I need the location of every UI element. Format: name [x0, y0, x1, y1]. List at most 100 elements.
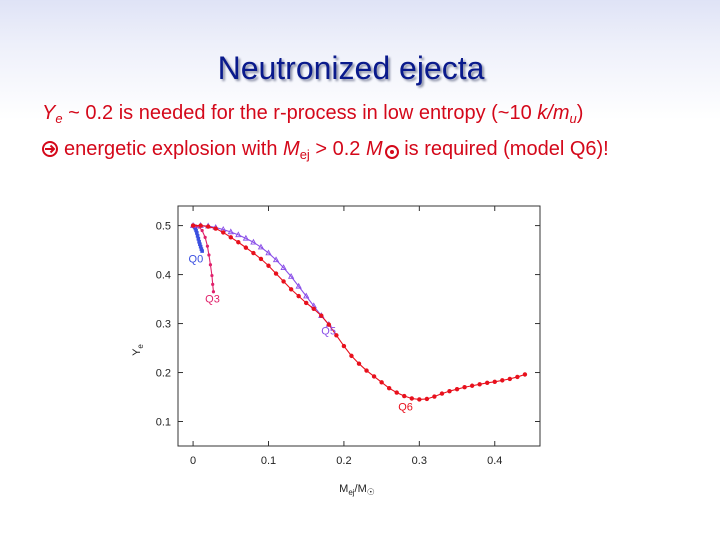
data-point [492, 379, 497, 385]
data-point [242, 234, 250, 241]
ye-vs-mej-chart: 0 0.1 0.2 0.3 0.4 0.1 0.2 0.3 0.4 0.5 Mej/M☉ Ye Q0 Q3… [131, 205, 541, 497]
entropy-unit: k/m [537, 102, 570, 124]
data-point [515, 374, 520, 380]
data-point [211, 282, 215, 286]
ye-subscript: e [55, 111, 63, 126]
data-point [417, 397, 422, 402]
series-label-q0: Q0 [189, 253, 204, 265]
bullet-list: Ye ~ 0.2 is needed for the r-process in … [42, 102, 692, 166]
data-point [288, 287, 294, 292]
data-point [211, 290, 216, 294]
data-point [386, 386, 392, 391]
y-tick-label: 0.1 [156, 417, 171, 429]
bullet1-close: ) [576, 102, 584, 124]
plot-frame [177, 205, 541, 447]
data-point [485, 380, 490, 386]
data-point [522, 372, 528, 377]
data-point [379, 380, 384, 385]
data-point [251, 250, 256, 256]
data-point [447, 388, 452, 394]
data-point [200, 249, 204, 253]
data-point [424, 396, 430, 402]
data-point [500, 378, 505, 383]
data-point [200, 228, 204, 233]
data-point [304, 300, 309, 306]
mej-symbol: M [283, 138, 300, 160]
msun-symbol: M [365, 138, 383, 160]
bullet2-text-b: > 0.2 [309, 138, 366, 160]
data-point [195, 231, 199, 235]
data-point [266, 263, 271, 268]
data-point [196, 237, 201, 241]
x-axis-label: Mej/M☉ [339, 483, 375, 497]
data-point [454, 386, 460, 392]
x-tick-label: 0 [190, 455, 196, 467]
data-point [319, 313, 324, 318]
data-point [281, 279, 286, 284]
y-axis-label: Ye [131, 344, 145, 356]
x-tick-label: 0.1 [261, 455, 276, 467]
data-point [258, 256, 264, 262]
data-point [199, 247, 204, 251]
data-point [469, 383, 475, 388]
data-point [235, 231, 242, 238]
ye-symbol: Y [42, 102, 56, 124]
series-q0 [191, 223, 204, 253]
data-point [250, 238, 257, 245]
data-point [236, 240, 241, 245]
data-point [205, 244, 210, 248]
data-point [402, 393, 407, 399]
data-point [243, 245, 249, 250]
data-point [227, 228, 234, 235]
data-point [221, 230, 226, 235]
x-tick-label: 0.2 [336, 455, 351, 467]
series-q6 [190, 223, 528, 402]
data-point [194, 228, 198, 233]
data-point [265, 249, 272, 256]
data-point [356, 361, 362, 366]
y-tick-label: 0.5 [156, 221, 171, 233]
data-point [257, 243, 265, 250]
y-tick-label: 0.4 [156, 270, 171, 282]
sun-symbol-icon [384, 145, 399, 159]
data-point [349, 353, 354, 359]
data-point [213, 226, 218, 231]
series-label-q5: Q5 [321, 325, 336, 337]
arrow-right-icon [42, 141, 58, 157]
data-point [477, 382, 482, 387]
x-tick-label: 0.4 [487, 455, 502, 467]
data-point [198, 242, 202, 247]
data-point [311, 306, 316, 312]
data-point [193, 226, 198, 231]
data-point [205, 224, 211, 229]
data-point [295, 282, 302, 289]
data-point [190, 223, 196, 228]
data-point [462, 385, 467, 390]
data-point [198, 244, 203, 249]
data-point [228, 235, 233, 240]
data-point [280, 264, 287, 270]
data-point [409, 396, 414, 401]
data-point [303, 292, 310, 299]
data-point [195, 234, 200, 238]
data-point [203, 235, 207, 239]
data-point [296, 293, 301, 299]
data-point [272, 256, 280, 263]
series-label-q3: Q3 [205, 293, 220, 305]
data-point [334, 333, 339, 338]
data-point [210, 273, 214, 278]
bullet-ye-requirement: Ye ~ 0.2 is needed for the r-process in … [42, 102, 692, 130]
data-point [207, 253, 211, 257]
data-point [273, 271, 279, 276]
y-tick-label: 0.2 [156, 368, 171, 380]
bullet2-text-c: is required (model Q6)! [398, 138, 609, 160]
data-point [208, 263, 213, 267]
series-label-q6: Q6 [398, 402, 413, 414]
data-point [326, 322, 332, 327]
data-point [198, 223, 203, 228]
data-point [432, 394, 437, 399]
data-point [341, 343, 347, 349]
bullet2-text-a: energetic explosion with [64, 138, 284, 160]
y-tick-label: 0.3 [156, 319, 171, 331]
entropy-unit-subscript: u [569, 111, 577, 126]
